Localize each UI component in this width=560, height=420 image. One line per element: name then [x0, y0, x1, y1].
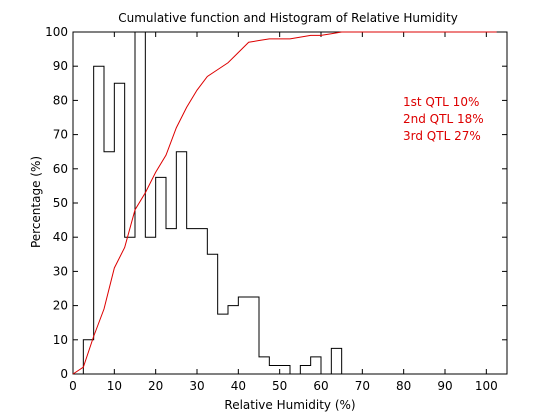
chart-title: Cumulative function and Histogram of Rel… — [118, 11, 458, 25]
x-tick-label: 10 — [107, 379, 122, 393]
x-tick-label: 80 — [396, 379, 411, 393]
y-tick-label: 90 — [53, 59, 68, 73]
x-tick-label: 70 — [355, 379, 370, 393]
y-tick-label: 10 — [53, 333, 68, 347]
y-tick-label: 40 — [53, 230, 68, 244]
x-tick-label: 20 — [148, 379, 163, 393]
plot-frame — [72, 31, 508, 375]
x-tick-label: 40 — [231, 379, 246, 393]
y-tick-label: 50 — [53, 196, 68, 210]
x-tick-label: 100 — [475, 379, 498, 393]
axis-ticks — [72, 31, 507, 375]
cumulative-series — [72, 31, 497, 375]
y-tick-label: 100 — [45, 25, 68, 39]
x-axis-label: Relative Humidity (%) — [224, 398, 355, 412]
y-tick-label: 20 — [53, 299, 68, 313]
x-tick-label: 60 — [313, 379, 328, 393]
y-axis-label: Percentage (%) — [29, 156, 43, 248]
y-tick-label: 30 — [53, 264, 68, 278]
histogram-series — [73, 31, 352, 375]
axis-tick-labels: 0 10 20 30 40 50 60 70 80 90 100 0 10 20 30 40 50 60 70 80 9… — [45, 25, 498, 393]
y-tick-label: 70 — [53, 128, 68, 142]
y-tick-label: 0 — [60, 367, 68, 381]
x-tick-label: 90 — [437, 379, 452, 393]
y-tick-label: 60 — [53, 162, 68, 176]
quantile-label: 3rd QTL 27% — [403, 129, 481, 143]
x-tick-label: 0 — [69, 379, 77, 393]
quantile-annotations: 1st QTL 10% 2nd QTL 18% 3rd QTL 27% — [403, 95, 484, 143]
x-tick-label: 50 — [272, 379, 287, 393]
y-tick-label: 80 — [53, 93, 68, 107]
x-tick-label: 30 — [189, 379, 204, 393]
quantile-label: 2nd QTL 18% — [403, 112, 484, 126]
quantile-label: 1st QTL 10% — [403, 95, 479, 109]
